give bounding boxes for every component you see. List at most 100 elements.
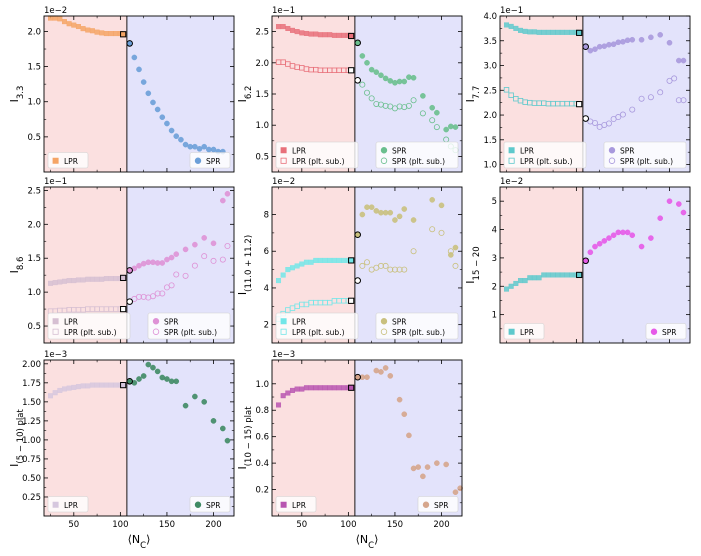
spr-point — [168, 127, 175, 134]
spr-point — [676, 201, 682, 207]
lpr-point — [94, 276, 100, 282]
spr-sub-point — [671, 75, 678, 82]
lpr-point — [48, 393, 54, 399]
spr-point — [406, 74, 412, 80]
ytick-label: 0.8 — [255, 406, 269, 416]
ytick-label: 4.0 — [483, 12, 497, 22]
lpr-point — [327, 385, 333, 391]
lpr-end-point — [120, 382, 127, 389]
spr-sub-point — [638, 95, 645, 102]
ytick-label: 1.00 — [22, 436, 41, 446]
legend-marker — [508, 147, 515, 154]
lpr-point — [48, 280, 54, 286]
lpr-point — [99, 276, 105, 282]
legend-label: LPR (plt. sub.) — [292, 328, 345, 337]
spr-point — [620, 38, 626, 45]
lpr-point — [80, 277, 86, 283]
spr-point — [638, 36, 645, 43]
ytick-label: 4 — [264, 284, 269, 294]
ytick-label: 0.75 — [22, 455, 41, 465]
lpr-point — [85, 276, 91, 282]
legend-spr: SPR — [189, 152, 231, 169]
spr-point — [424, 464, 431, 470]
legend-marker — [380, 157, 388, 164]
spr-point — [396, 213, 403, 220]
spr-point — [140, 373, 147, 379]
spr-point — [182, 246, 189, 253]
lpr-end-point — [348, 32, 355, 40]
offset-text: 1e−2 — [44, 6, 67, 16]
lpr-point — [89, 382, 95, 388]
lpr-point — [280, 24, 286, 30]
spr-sub-point — [405, 102, 412, 109]
spr-sub-point — [657, 89, 664, 96]
legend-box — [503, 141, 587, 169]
spr-point — [210, 418, 217, 424]
lpr-region — [272, 360, 355, 516]
spr-point — [224, 190, 231, 197]
spr-point — [596, 240, 603, 247]
legend-marker — [280, 501, 287, 508]
lpr-point — [299, 30, 305, 36]
lpr-point — [57, 279, 63, 285]
spr-point — [378, 72, 384, 79]
spr-point — [187, 143, 194, 150]
xtick-label: 100 — [340, 520, 356, 530]
legend-box — [417, 496, 459, 513]
lpr-point — [66, 21, 72, 27]
lpr-point — [504, 286, 510, 292]
spr-point — [159, 114, 166, 120]
lpr-point — [48, 15, 54, 21]
lpr-point — [313, 31, 319, 37]
spr-sub-point — [382, 262, 389, 269]
legend-marker — [380, 318, 388, 325]
lpr-point — [527, 29, 533, 35]
legend-marker — [194, 501, 202, 508]
spr-point — [666, 39, 673, 46]
ytick-label: 0.5 — [255, 152, 269, 162]
spr-point — [145, 259, 152, 266]
lpr-end-point — [348, 384, 355, 391]
axes-frame — [43, 359, 235, 517]
lpr-point — [89, 28, 95, 34]
spr-point — [164, 120, 170, 127]
lpr-point — [559, 29, 565, 35]
ytick-label: 0.25 — [22, 493, 41, 503]
lpr-point — [569, 272, 575, 278]
spr-sub-point — [201, 253, 208, 260]
lpr-point — [303, 385, 309, 391]
panel-i1520: 1 2 3 4 51e−2 I15 − 20 LPR SPR — [464, 177, 691, 344]
lpr-point — [317, 32, 323, 38]
lpr-point — [517, 278, 523, 284]
lpr-point — [108, 382, 114, 388]
legend-label: SPR — [620, 146, 635, 155]
legend-box — [189, 496, 231, 513]
lpr-point — [317, 257, 323, 263]
y-axis-label: I6.2 — [236, 86, 254, 103]
lpr-point — [313, 257, 319, 263]
spr-sub-point — [363, 259, 370, 266]
ytick-label: 2.0 — [255, 59, 269, 69]
lpr-point — [71, 278, 77, 284]
lpr-point — [341, 257, 347, 263]
lpr-point — [327, 257, 333, 263]
spr-point — [406, 432, 412, 439]
lpr-point — [285, 25, 291, 31]
spr-sub-point — [647, 94, 654, 101]
axes-frame — [271, 359, 463, 517]
spr-sub-point — [447, 248, 454, 255]
spr-point — [592, 243, 598, 250]
spr-start-point — [354, 373, 361, 381]
lpr-point — [71, 384, 77, 390]
xtick-label: 150 — [159, 520, 175, 530]
spr-point — [680, 57, 687, 64]
spr-point — [657, 215, 663, 221]
spr-point — [159, 374, 166, 381]
ytick-label: 1.0 — [483, 161, 497, 171]
spr-point — [136, 262, 142, 269]
ytick-label: 0.5 — [27, 133, 41, 143]
y-axis-label: I8.6 — [8, 257, 26, 274]
lpr-point — [113, 31, 119, 37]
axes-frame — [271, 15, 463, 173]
